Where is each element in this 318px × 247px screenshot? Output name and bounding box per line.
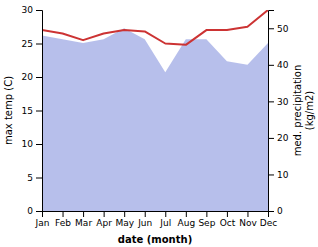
tick-label: 0 bbox=[27, 206, 33, 216]
tick-label: 15 bbox=[22, 106, 33, 116]
tick: Feb bbox=[55, 211, 71, 228]
tick-label: 25 bbox=[22, 39, 33, 49]
plot-area: JanFebMarAprMayJunJulAugSepOctNovDec0510… bbox=[3, 5, 315, 245]
tick-label: 40 bbox=[277, 60, 289, 70]
tick-label: 30 bbox=[277, 97, 289, 107]
tick: Oct bbox=[220, 211, 236, 228]
tick: Nov bbox=[239, 211, 257, 228]
y2-axis-title-line: med. precipitation bbox=[292, 65, 303, 157]
marks bbox=[42, 10, 268, 211]
axis-line bbox=[269, 11, 275, 212]
tick-mark bbox=[186, 211, 187, 217]
tick: Apr bbox=[96, 211, 112, 228]
tick-mark bbox=[36, 111, 42, 112]
tick: Aug bbox=[178, 211, 196, 228]
tick-mark bbox=[268, 138, 274, 139]
y2-axis-title-line: (kg/m2) bbox=[304, 91, 315, 131]
axis-line bbox=[36, 11, 43, 212]
tick-label: Apr bbox=[96, 218, 112, 228]
tick-label: Feb bbox=[55, 218, 71, 228]
tick-mark bbox=[63, 211, 64, 217]
tick-label: Jul bbox=[159, 218, 171, 228]
tick-mark bbox=[36, 144, 42, 145]
tick-mark bbox=[83, 211, 84, 217]
axis-line bbox=[43, 212, 269, 218]
tick-label: Jun bbox=[137, 218, 152, 228]
tick: Jan bbox=[35, 211, 50, 228]
tick: 0 bbox=[27, 206, 42, 216]
tick-mark bbox=[165, 211, 166, 217]
y-axis: 0 5 10 15 20 25 30 bbox=[22, 5, 43, 216]
tick-mark bbox=[124, 211, 125, 217]
tick: Jun bbox=[137, 211, 152, 228]
tick-label: Oct bbox=[220, 218, 236, 228]
tick-mark bbox=[145, 211, 146, 217]
tick-label: 50 bbox=[277, 24, 289, 34]
tick-label: 20 bbox=[22, 72, 34, 82]
tick: 25 bbox=[22, 39, 42, 49]
tick-label: Sep bbox=[198, 218, 215, 228]
tick: Jul bbox=[159, 211, 171, 228]
tick-mark bbox=[247, 211, 248, 217]
tick-mark bbox=[268, 174, 274, 175]
tick: 30 bbox=[268, 97, 289, 107]
tick: 50 bbox=[268, 24, 289, 34]
tick-mark bbox=[206, 211, 207, 217]
tick-mark bbox=[36, 211, 42, 212]
tick: 40 bbox=[268, 60, 289, 70]
tick-label: 20 bbox=[277, 133, 289, 143]
temp-line bbox=[42, 10, 268, 45]
tick-label: 0 bbox=[277, 206, 283, 216]
x-axis-title: date (month) bbox=[118, 234, 192, 245]
tick: 10 bbox=[22, 139, 42, 149]
tick: 15 bbox=[22, 106, 42, 116]
tick-label: Aug bbox=[178, 218, 196, 228]
tick-label: 30 bbox=[22, 5, 34, 15]
tick: Sep bbox=[198, 211, 215, 228]
chart-svg: JanFebMarAprMayJunJulAugSepOctNovDec0510… bbox=[0, 0, 318, 247]
y2-axis-title: med. precipitation(kg/m2) bbox=[292, 65, 315, 157]
tick: 10 bbox=[268, 170, 289, 180]
tick-label: Nov bbox=[239, 218, 257, 228]
tick-label: 10 bbox=[277, 170, 289, 180]
tick-label: Jan bbox=[35, 218, 50, 228]
chart-container: JanFebMarAprMayJunJulAugSepOctNovDec0510… bbox=[0, 0, 318, 247]
tick-label: 10 bbox=[22, 139, 34, 149]
tick: 20 bbox=[22, 72, 42, 82]
tick: May bbox=[115, 211, 134, 228]
tick-mark bbox=[104, 211, 105, 217]
tick-mark bbox=[268, 101, 274, 102]
tick-label: Mar bbox=[75, 218, 92, 228]
tick-label: Dec bbox=[260, 218, 277, 228]
tick-mark bbox=[36, 178, 42, 179]
tick-label: 5 bbox=[27, 173, 33, 183]
tick: Dec bbox=[260, 211, 277, 228]
y-axis-title: max temp (C) bbox=[3, 76, 14, 145]
tick-label: May bbox=[115, 218, 134, 228]
tick-mark bbox=[268, 28, 274, 29]
tick: 0 bbox=[268, 206, 283, 216]
tick: 30 bbox=[22, 5, 42, 15]
tick-mark bbox=[268, 65, 274, 66]
x-axis: Jan Feb Mar AprMayJun Jul AugSep OctNovDec bbox=[35, 211, 278, 228]
tick: Mar bbox=[75, 211, 92, 228]
y2-axis: 0 10 20 30 40 50 bbox=[268, 11, 289, 217]
tick-mark bbox=[36, 77, 42, 78]
tick-mark bbox=[268, 211, 274, 212]
precip-area bbox=[42, 28, 268, 211]
tick: 20 bbox=[268, 133, 289, 143]
tick-mark bbox=[227, 211, 228, 217]
tick-mark bbox=[36, 44, 42, 45]
tick: 5 bbox=[27, 173, 42, 183]
tick-mark bbox=[36, 10, 42, 11]
